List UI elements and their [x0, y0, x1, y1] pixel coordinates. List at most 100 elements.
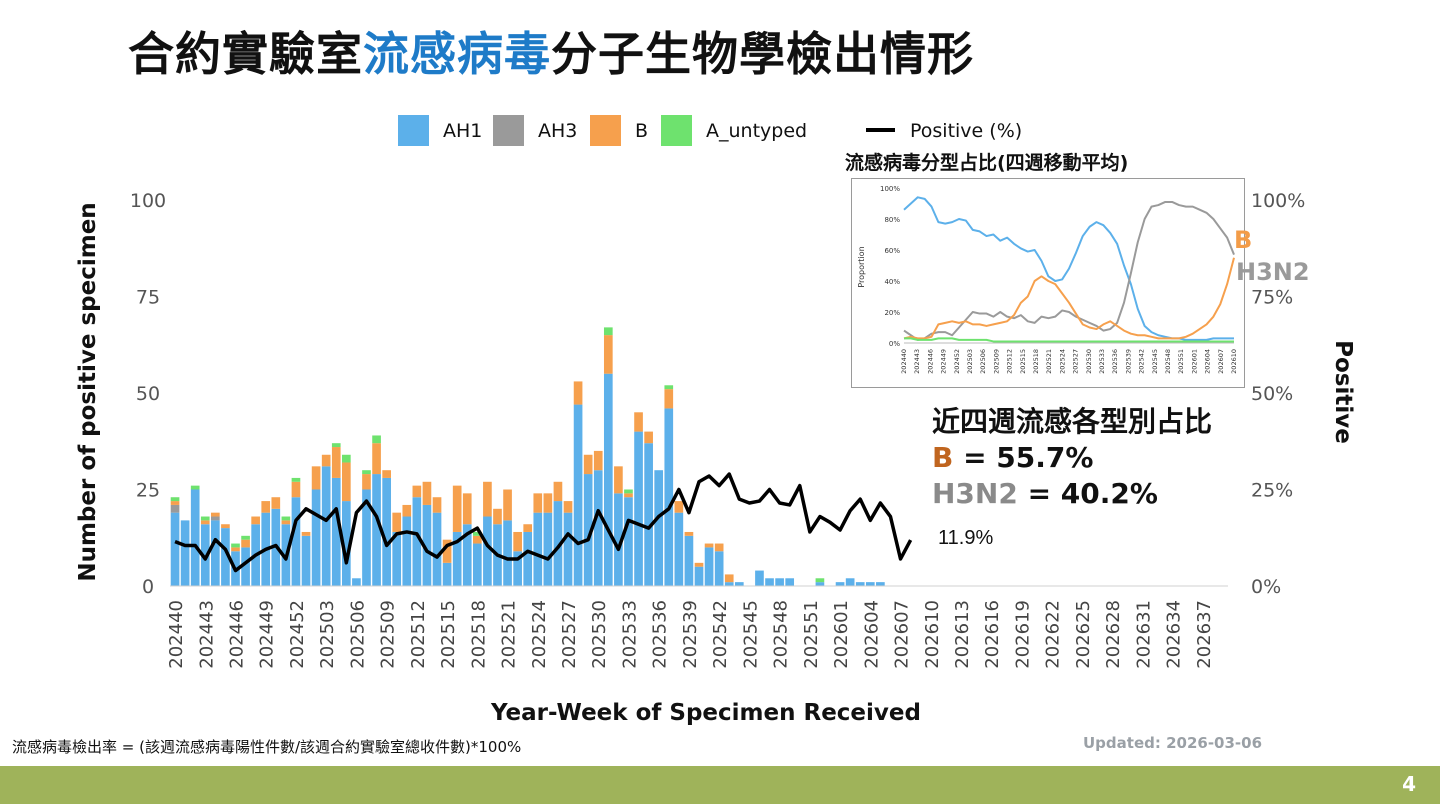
bar-ah1	[190, 489, 200, 586]
bar-b	[261, 501, 271, 513]
bar-ah1	[815, 582, 825, 586]
inset-y-tick-label: 60%	[884, 247, 900, 255]
bar-untyped	[815, 578, 825, 583]
inset-x-tick-label: 202449	[940, 349, 948, 374]
bar-b	[200, 520, 210, 525]
x-tick-label: 202524	[529, 600, 550, 669]
bar-b	[472, 535, 482, 544]
y2-axis-title: Positive	[1330, 340, 1356, 444]
inset-line-untyped	[904, 337, 1234, 343]
recent-b-value: = 55.7%	[953, 441, 1094, 474]
bar-b	[321, 454, 331, 467]
bar-b	[342, 462, 351, 502]
bar-b	[543, 493, 553, 513]
bar-b	[603, 335, 613, 374]
x-tick-label: 202601	[831, 600, 852, 669]
bar-ah1	[533, 512, 543, 586]
bar-ah1	[593, 470, 603, 586]
bar-b	[724, 574, 734, 583]
legend-label-b: B	[635, 120, 648, 142]
bar-untyped	[664, 385, 674, 390]
x-tick-label: 202536	[650, 600, 671, 669]
inset-x-tick-label: 202539	[1124, 349, 1132, 374]
inset-line-b	[903, 257, 1235, 340]
inset-y-axis-title: Proportion	[857, 246, 866, 287]
bar-untyped	[200, 516, 210, 521]
inset-x-tick-label: 202533	[1098, 349, 1106, 374]
x-tick-label: 202625	[1073, 600, 1094, 669]
footer-bar: 4	[0, 766, 1440, 804]
inset-y-tick-label: 40%	[884, 278, 900, 286]
bar-ah1	[483, 516, 492, 586]
bar-b	[493, 508, 502, 525]
bar-ah1	[664, 408, 674, 586]
y2-tick-label: 50%	[1251, 383, 1293, 405]
bar-ah1	[452, 531, 462, 586]
bar-b	[372, 443, 381, 475]
legend-swatch-ah1	[398, 115, 429, 146]
x-tick-label: 202515	[438, 600, 459, 669]
y-tick-label: 100	[130, 190, 166, 212]
bar-ah1	[180, 520, 190, 586]
x-tick-label: 202449	[257, 600, 278, 669]
inset-x-tick-label: 202601	[1190, 349, 1198, 374]
legend-swatch-untyped	[661, 115, 692, 146]
y-axis-title: Number of positive specimen	[75, 202, 101, 581]
page-title: 合約實驗室流感病毒分子生物學檢出情形	[128, 27, 974, 81]
bar-b	[614, 466, 623, 494]
bar-b	[624, 493, 633, 498]
bar-ah1	[865, 582, 875, 586]
x-axis-title: Year-Week of Specimen Received	[490, 700, 921, 726]
bar-ah1	[724, 582, 734, 586]
formula-note: 流感病毒檢出率 = (該週流感病毒陽性件數/該週合約實驗室總收件數)*100%	[12, 738, 522, 756]
positive-rate-line	[174, 472, 913, 573]
bar-ah3	[170, 504, 180, 513]
x-tick-label: 202548	[771, 600, 792, 669]
y-tick-label: 75	[136, 287, 160, 309]
bar-untyped	[372, 435, 381, 444]
y2-tick-label: 25%	[1251, 480, 1293, 502]
recent-h3-value: = 40.2%	[1017, 477, 1158, 510]
bar-ah1	[755, 570, 764, 586]
bar-b	[271, 497, 281, 509]
inset-x-tick-label: 202443	[913, 349, 921, 374]
bar-ah1	[563, 512, 573, 586]
x-tick-label: 202521	[499, 600, 520, 669]
bar-ah1	[211, 520, 220, 586]
x-tick-label: 202545	[740, 600, 761, 669]
x-tick-label: 202542	[710, 600, 731, 669]
inset-x-tick-label: 202610	[1230, 349, 1238, 374]
bar-ah1	[624, 497, 633, 586]
bar-ah1	[432, 512, 442, 586]
bar-b	[452, 485, 462, 532]
inset-chart: 0% 20% 40% 60% 80% 100% Proportion 202440 202443…	[857, 185, 1238, 374]
bar-ah1	[634, 431, 643, 586]
bar-ah1	[543, 512, 553, 586]
bar-ah1	[714, 551, 724, 586]
bar-b	[301, 531, 311, 536]
bar-b	[593, 450, 603, 471]
bar-ah1	[241, 547, 250, 586]
bar-untyped	[342, 454, 351, 463]
bar-b	[523, 524, 533, 532]
bar-b	[241, 539, 250, 548]
inset-x-tick-label: 202545	[1151, 349, 1159, 374]
bar-b	[513, 531, 522, 552]
bar-b	[442, 539, 452, 563]
bar-ah1	[775, 578, 784, 586]
bar-ah1	[734, 582, 744, 586]
bar-ah1	[342, 501, 351, 586]
legend: AH1 AH3 B A_untyped Positive (%)	[398, 115, 1022, 146]
bar-ah1	[301, 535, 311, 586]
inset-x-tick-label: 202548	[1164, 349, 1172, 374]
bar-ah1	[372, 474, 381, 586]
inset-x-tick-label: 202527	[1072, 349, 1080, 374]
bar-ah1	[855, 582, 865, 586]
bar-b	[291, 481, 301, 498]
y-tick-label: 25	[136, 480, 160, 502]
x-tick-label: 202503	[317, 600, 338, 669]
inset-x-tick-label: 202551	[1177, 349, 1185, 374]
page-number: 4	[1402, 772, 1416, 796]
inset-line-ah1	[903, 196, 1234, 341]
bar-b	[533, 493, 543, 513]
